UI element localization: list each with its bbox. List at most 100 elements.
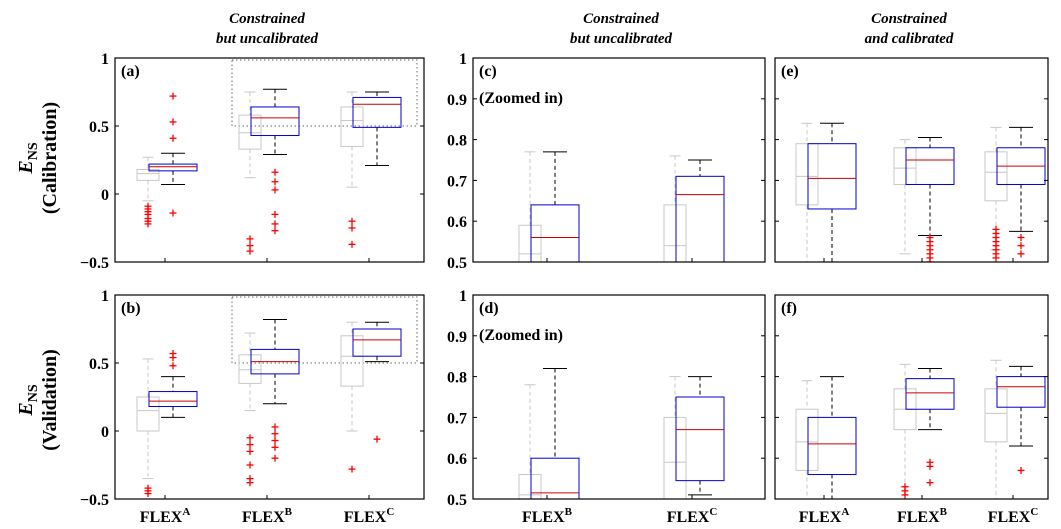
x-tick-label: FLEXB xyxy=(897,506,948,526)
outlier-marker xyxy=(246,441,254,449)
column-title-1-line1: Constrained xyxy=(229,11,305,27)
box-iqr xyxy=(795,408,819,471)
y-tick-label: 0.7 xyxy=(447,410,467,427)
axes-frame xyxy=(114,294,425,500)
unconstrained-box-3 xyxy=(340,91,364,248)
x-tick-label: FLEXB xyxy=(242,506,293,526)
x-tick-label: FLEXC xyxy=(667,506,718,526)
column-title-3-line1: Constrained xyxy=(871,11,947,27)
box-iqr xyxy=(663,204,687,262)
box-iqr xyxy=(518,474,542,499)
outlier-marker xyxy=(246,475,254,483)
box-iqr xyxy=(795,143,819,206)
x-tick-label-name: FLEX xyxy=(242,509,285,526)
unconstrained-box-1 xyxy=(795,122,819,262)
y-tick-label: 0.5 xyxy=(89,119,109,136)
row-label-calibration: ENS (Calibration) xyxy=(15,102,61,214)
y-tick-label: 0.8 xyxy=(447,370,467,387)
constrained-box-3 xyxy=(352,91,402,166)
outlier-marker xyxy=(169,134,177,142)
outlier-marker xyxy=(246,242,254,250)
x-tick-label-sup: C xyxy=(1030,506,1038,518)
column-title-2-line2: but uncalibrated xyxy=(570,31,673,47)
outlier-marker xyxy=(169,362,177,370)
panel-annotation: (Zoomed in) xyxy=(479,90,563,107)
outlier-marker xyxy=(169,92,177,100)
outlier-marker xyxy=(271,168,279,176)
box-iqr xyxy=(663,416,687,499)
x-tick-label: FLEXA xyxy=(140,506,191,526)
panels: −0.5 0 0.5 1 (a) 0.5 0.6 0.7 0.8 0.9 1 (c) (Zoomed i… xyxy=(80,51,1049,526)
outlier-marker xyxy=(271,210,279,218)
unconstrained-box-1 xyxy=(518,151,542,262)
constrained-box-1 xyxy=(148,349,198,418)
outlier-marker xyxy=(246,235,254,243)
unconstrained-box-2 xyxy=(893,139,917,255)
box-iqr xyxy=(136,396,160,432)
box-iqr xyxy=(250,106,300,137)
box-iqr xyxy=(675,175,725,262)
box-iqr xyxy=(136,169,160,181)
x-tick-label-name: FLEX xyxy=(988,509,1031,526)
outlier-marker xyxy=(926,234,934,242)
plot-area xyxy=(518,367,725,499)
x-tick-label-name: FLEX xyxy=(344,509,387,526)
constrained-box-3 xyxy=(352,321,402,443)
row-label-validation: ENS (Validation) xyxy=(15,349,61,451)
x-tick-label-sup: B xyxy=(565,506,573,518)
constrained-box-2 xyxy=(250,88,300,235)
unconstrained-box-2 xyxy=(238,332,262,487)
box-iqr xyxy=(905,147,955,185)
panel-label: (d) xyxy=(479,300,499,317)
box-iqr xyxy=(238,354,262,384)
column-titles: Constrained but uncalibrated Constrained… xyxy=(216,11,954,47)
x-tick-label-name: FLEX xyxy=(667,509,710,526)
zoom-region-frame xyxy=(231,296,418,364)
box-iqr xyxy=(340,335,364,387)
panel-f: FLEXA FLEXB FLEXC(f) xyxy=(774,294,1049,526)
y-tick-label: 0 xyxy=(101,424,109,441)
panel-label: (c) xyxy=(479,63,497,80)
box-iqr xyxy=(238,114,262,150)
plot-area xyxy=(518,151,725,262)
outlier-marker xyxy=(901,483,909,491)
box-iqr xyxy=(148,163,198,172)
outlier-marker xyxy=(271,443,279,451)
panel-c: 0.5 0.6 0.7 0.8 0.9 1 (c) (Zoomed in) xyxy=(447,51,766,272)
unconstrained-box-3 xyxy=(984,126,1008,262)
row-label-subscript: NS xyxy=(26,384,41,402)
y-tick-label: 0 xyxy=(101,187,109,204)
plot-area xyxy=(795,359,1046,499)
panel-annotation: (Zoomed in) xyxy=(479,327,563,344)
plot-area xyxy=(795,122,1046,262)
constrained-box-3 xyxy=(996,126,1046,258)
x-tick-label: FLEXB xyxy=(522,506,573,526)
panel-label: (e) xyxy=(781,63,799,80)
y-tick-label: 0.6 xyxy=(447,451,467,468)
y-tick-label: 0.7 xyxy=(447,173,467,190)
outlier-marker xyxy=(144,484,152,492)
panel-e: (e) xyxy=(774,57,1049,263)
box-iqr xyxy=(530,457,580,499)
box-iqr xyxy=(984,388,1008,443)
outlier-marker xyxy=(246,461,254,469)
y-tick-label: 0.9 xyxy=(447,329,467,346)
outlier-marker xyxy=(271,178,279,186)
box-iqr xyxy=(675,396,725,482)
axes-frame xyxy=(774,294,1049,500)
y-tick-label: 0.5 xyxy=(447,492,467,509)
box-iqr xyxy=(340,106,364,147)
y-tick-label: 0.5 xyxy=(89,356,109,373)
box-iqr xyxy=(893,147,917,185)
axes-frame xyxy=(472,57,766,263)
outlier-marker xyxy=(1017,250,1025,258)
outlier-marker xyxy=(271,220,279,228)
plot-area xyxy=(136,296,418,498)
box-iqr xyxy=(984,151,1008,202)
outlier-marker xyxy=(144,202,152,210)
x-tick-label-sup: B xyxy=(940,506,948,518)
outlier-marker xyxy=(271,423,279,431)
constrained-box-1 xyxy=(530,151,580,262)
outlier-marker xyxy=(1017,242,1025,250)
